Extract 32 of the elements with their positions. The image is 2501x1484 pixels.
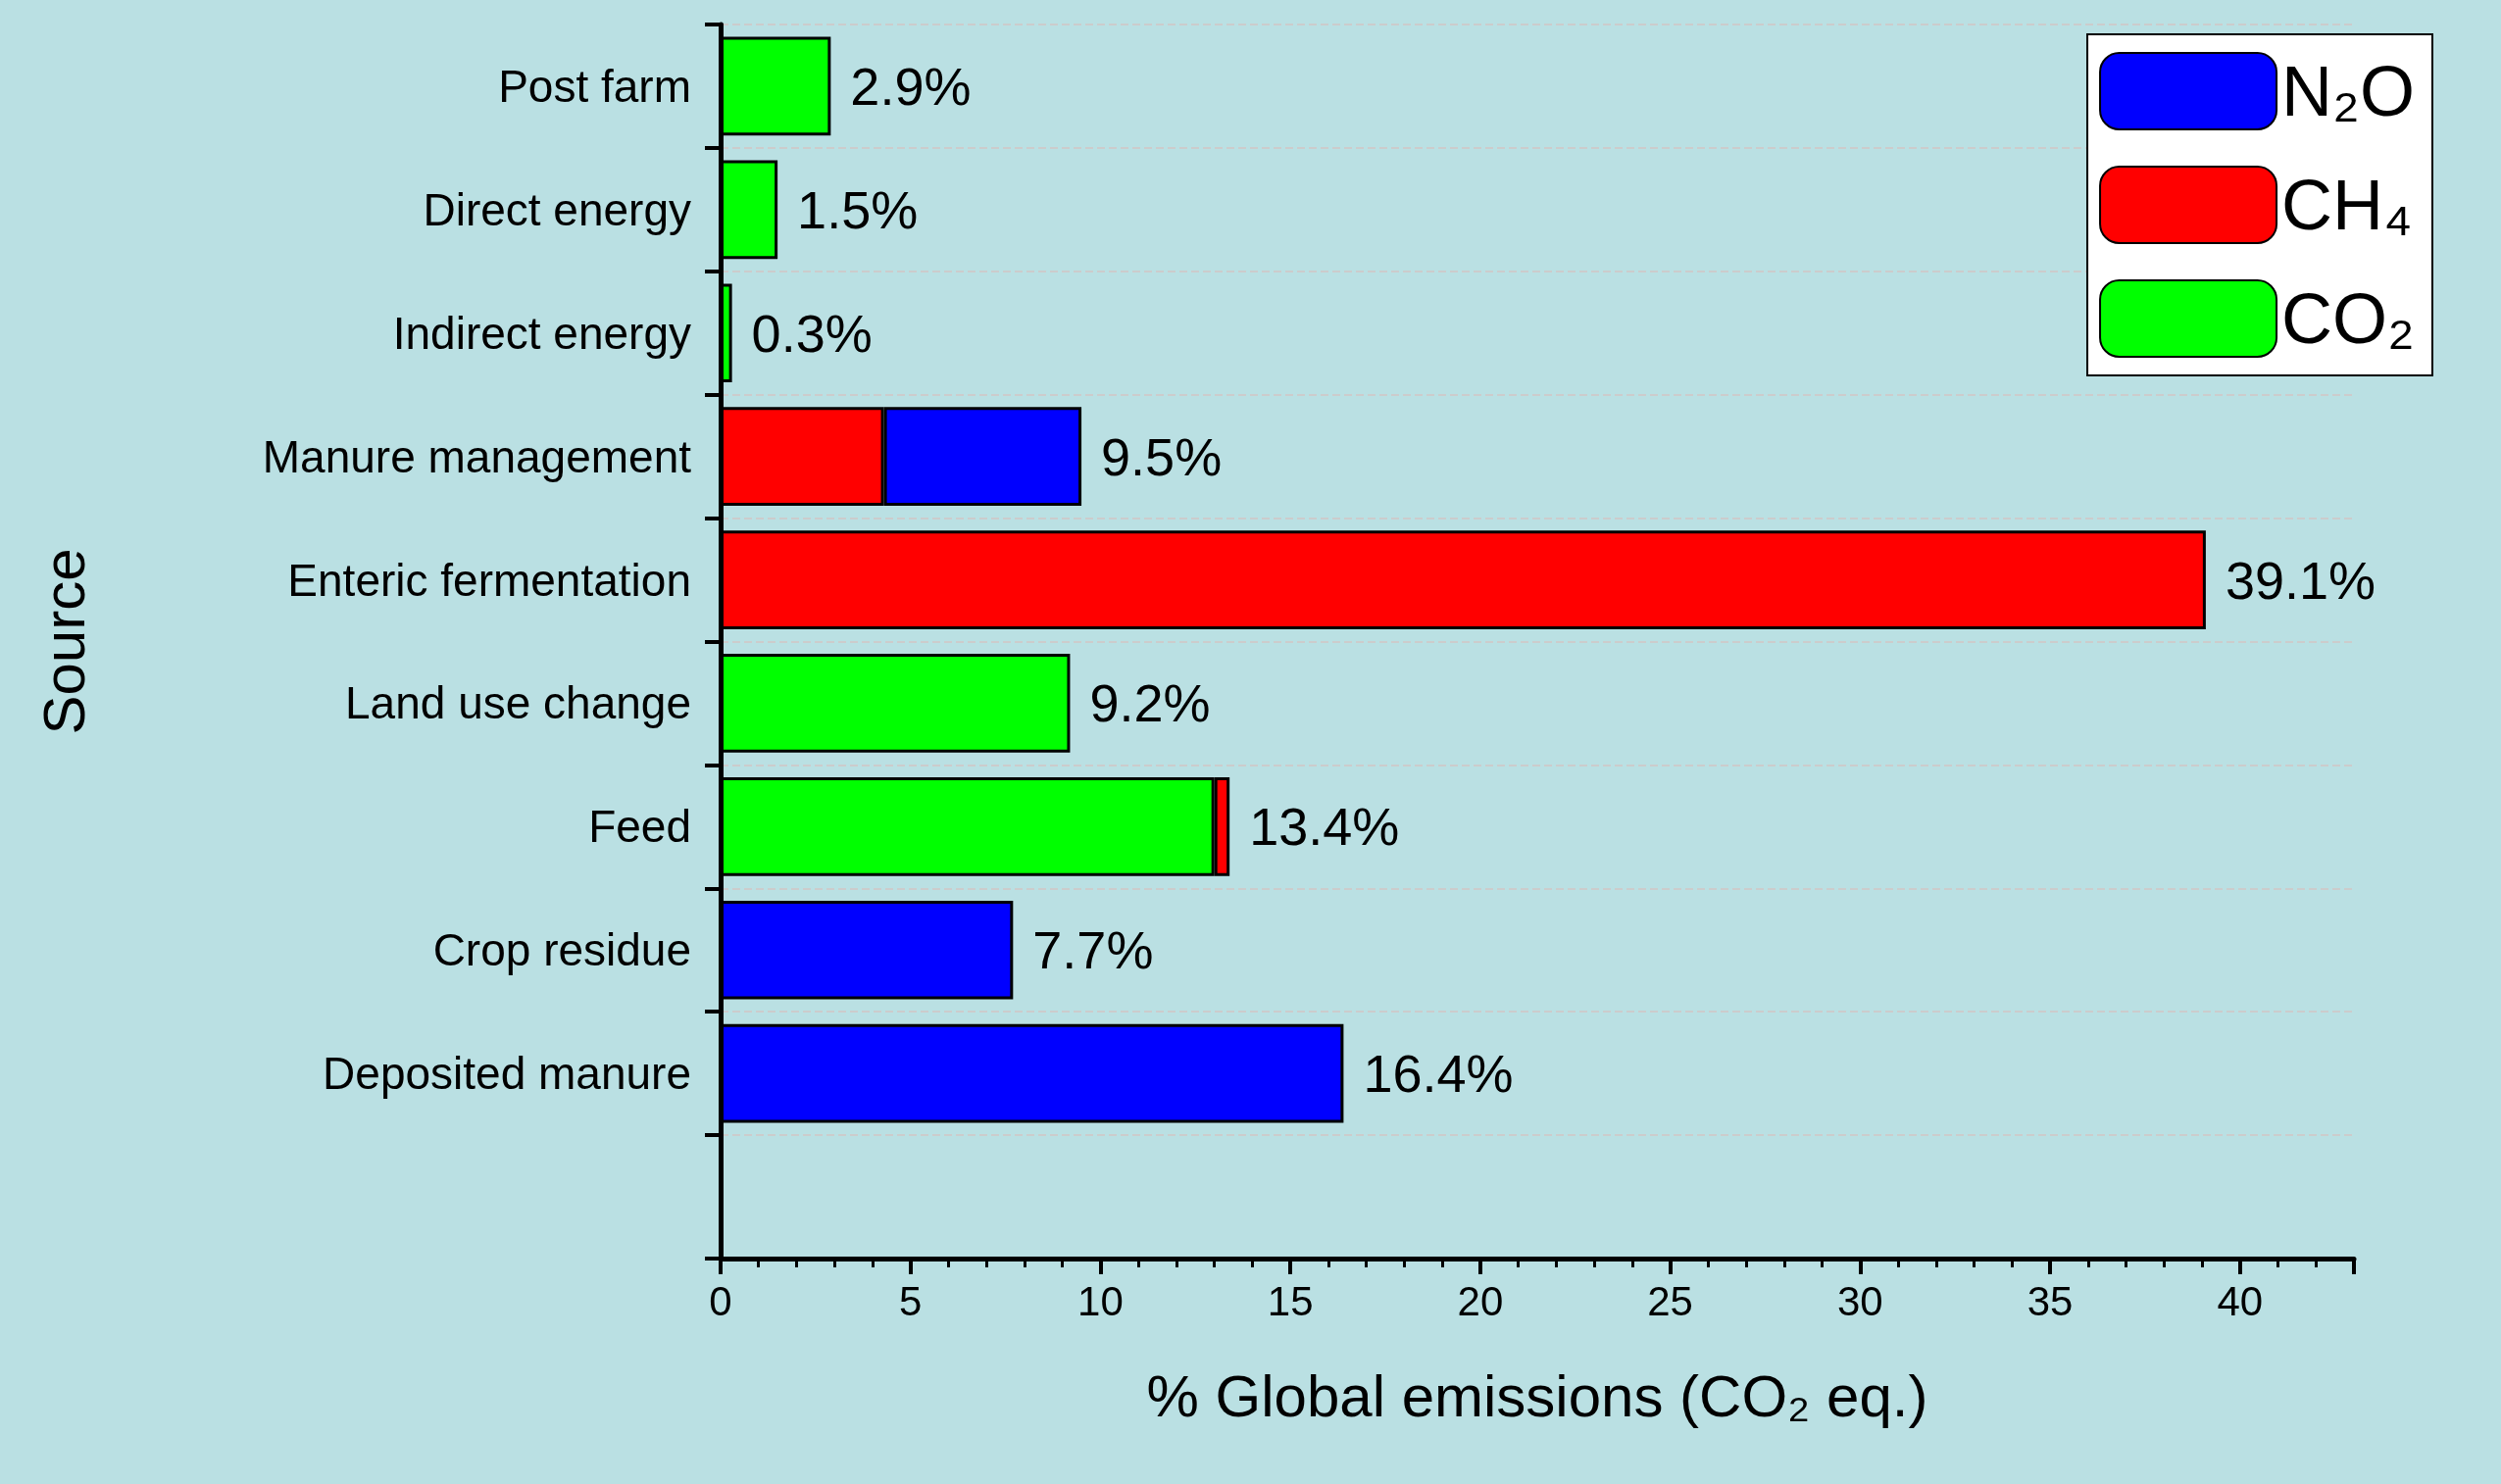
- y-tick-label: Indirect energy: [392, 307, 691, 359]
- y-tick-label: Land use change: [345, 677, 691, 729]
- x-tick-label: 20: [1457, 1277, 1504, 1324]
- total-label: 9.2%: [1089, 673, 1211, 733]
- y-tick-label: Crop residue: [432, 924, 691, 976]
- y-tick-label: Post farm: [498, 60, 691, 112]
- legend-label: CH₄: [2281, 166, 2413, 244]
- y-tick-label: Manure management: [262, 430, 692, 482]
- x-tick-label: 25: [1647, 1277, 1693, 1324]
- x-tick-label: 40: [2217, 1277, 2264, 1324]
- y-axis-title: Source: [30, 548, 97, 735]
- x-tick-label: 30: [1836, 1277, 1883, 1324]
- x-tick-label: 35: [2026, 1277, 2074, 1324]
- x-tick-label: 5: [899, 1277, 923, 1324]
- legend-label: CO₂: [2281, 279, 2415, 358]
- total-label: 1.5%: [797, 179, 919, 239]
- total-label: 39.1%: [2225, 550, 2376, 610]
- legend-label: N₂O: [2281, 52, 2415, 130]
- total-label: 16.4%: [1363, 1044, 1514, 1104]
- y-tick-label: Feed: [588, 801, 691, 853]
- x-tick-label: 15: [1267, 1277, 1314, 1324]
- total-label: 9.5%: [1101, 426, 1223, 486]
- total-label: 2.9%: [850, 56, 972, 116]
- y-tick-label: Enteric fermentation: [287, 554, 691, 606]
- total-label: 0.3%: [751, 303, 873, 363]
- y-tick-label: Deposited manure: [323, 1048, 691, 1100]
- total-label: 13.4%: [1249, 797, 1400, 857]
- total-label: 7.7%: [1032, 920, 1154, 980]
- y-tick-label: Direct energy: [423, 183, 691, 235]
- x-axis-title: % Global emissions (CO₂ eq.): [1146, 1362, 1928, 1429]
- x-tick-label: 10: [1077, 1277, 1124, 1324]
- x-tick-label: 0: [709, 1277, 732, 1324]
